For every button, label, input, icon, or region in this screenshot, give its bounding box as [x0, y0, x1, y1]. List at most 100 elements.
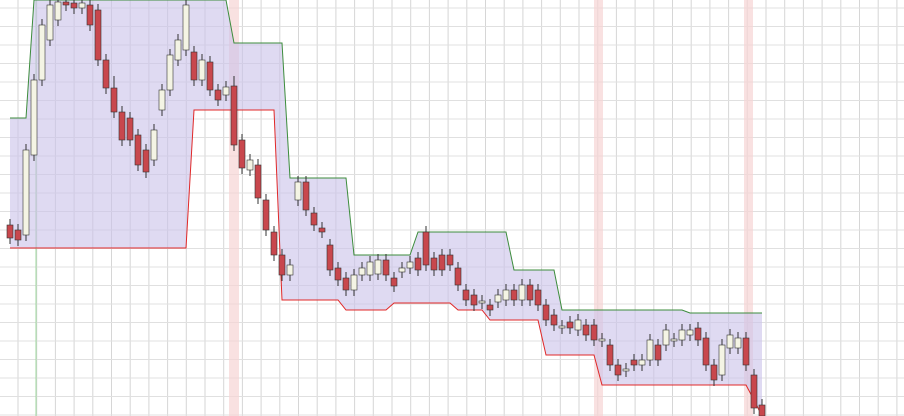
- candle-body: [550, 314, 558, 326]
- candle-body: [150, 129, 158, 161]
- candle-body: [638, 359, 646, 366]
- candle-body: [486, 304, 494, 311]
- candle-body: [718, 344, 726, 376]
- candle-body: [182, 4, 190, 51]
- candle-body: [382, 259, 390, 276]
- candle-body: [246, 159, 254, 171]
- candle-body: [614, 364, 622, 376]
- candle-body: [526, 284, 534, 301]
- candle-body: [518, 284, 526, 301]
- candle-body: [470, 294, 478, 306]
- candle-body: [190, 51, 198, 81]
- candle-body: [38, 24, 46, 81]
- channel-line: [10, 109, 763, 416]
- candle-body: [446, 254, 454, 266]
- candle-body: [142, 149, 150, 173]
- candle-body: [302, 181, 310, 211]
- candle-body: [254, 164, 262, 199]
- candle-body: [126, 117, 134, 141]
- candle-body: [350, 274, 358, 291]
- candle-body: [230, 85, 238, 146]
- candle-body: [542, 304, 550, 321]
- candle-body: [134, 134, 142, 166]
- candle-body: [94, 9, 102, 61]
- candle-body: [686, 329, 694, 336]
- candle-body: [294, 181, 302, 201]
- candle-body: [606, 344, 614, 366]
- candle-body: [342, 277, 350, 291]
- candle-body: [566, 321, 574, 329]
- candle-body: [278, 254, 286, 276]
- candle-body: [238, 139, 246, 169]
- candle-body: [702, 337, 710, 366]
- candle-body: [534, 289, 542, 306]
- candle-body: [262, 199, 270, 231]
- candle-body: [462, 289, 470, 301]
- candle-body: [206, 61, 214, 91]
- candle-body: [574, 319, 582, 331]
- session-band: [744, 0, 753, 416]
- candle-body: [558, 325, 566, 329]
- candle-body: [670, 338, 678, 342]
- candle-body: [70, 2, 78, 9]
- candle-body: [62, 1, 70, 6]
- candle-body: [166, 54, 174, 91]
- candle-body: [78, 2, 86, 9]
- candle-body: [678, 329, 686, 341]
- candle-body: [726, 334, 734, 349]
- candle-body: [694, 327, 702, 341]
- candle-body: [622, 368, 630, 372]
- candle-body: [158, 89, 166, 111]
- candle-body: [30, 79, 38, 156]
- candle-body: [174, 39, 182, 61]
- candle-body: [502, 289, 510, 301]
- candle-body: [46, 4, 54, 41]
- candle-body: [318, 227, 326, 233]
- candle-body: [750, 374, 758, 409]
- candle-body: [630, 359, 638, 366]
- candle-body: [598, 338, 606, 342]
- candle-body: [510, 289, 518, 301]
- candle-body: [742, 337, 750, 366]
- candle-body: [430, 257, 438, 271]
- candle-body: [734, 337, 742, 349]
- candle-body: [14, 229, 22, 241]
- candle-body: [646, 339, 654, 361]
- candle-body: [6, 224, 14, 239]
- candle-body: [334, 267, 342, 281]
- candle-body: [422, 231, 430, 266]
- session-band: [229, 0, 239, 416]
- candle-body: [214, 89, 222, 101]
- candle-body: [374, 259, 382, 275]
- candle-body: [478, 300, 486, 304]
- candle-body: [590, 324, 598, 341]
- candle-body: [198, 59, 206, 81]
- channel-fill: [10, 0, 762, 416]
- candle-body: [86, 4, 94, 26]
- candle-body: [286, 264, 294, 276]
- candle-body: [390, 277, 398, 287]
- candle-body: [406, 261, 414, 269]
- candle-body: [662, 329, 670, 346]
- candle-body: [398, 267, 406, 273]
- candle-body: [102, 59, 110, 89]
- candle-body: [582, 324, 590, 336]
- candle-body: [438, 254, 446, 271]
- candle-body: [270, 231, 278, 256]
- candle-body: [326, 244, 334, 271]
- candle-body: [222, 86, 230, 96]
- candle-body: [54, 1, 62, 21]
- candle-body: [494, 294, 502, 303]
- candle-body: [22, 149, 30, 236]
- candle-body: [758, 404, 766, 416]
- candle-body: [414, 257, 422, 271]
- candle-body: [310, 212, 318, 226]
- candle-body: [358, 267, 366, 276]
- session-band: [594, 0, 603, 416]
- candle-body: [118, 111, 126, 141]
- candle-body: [454, 267, 462, 286]
- candle-body: [366, 261, 374, 276]
- candle-body: [110, 87, 118, 113]
- candle-body: [654, 344, 662, 361]
